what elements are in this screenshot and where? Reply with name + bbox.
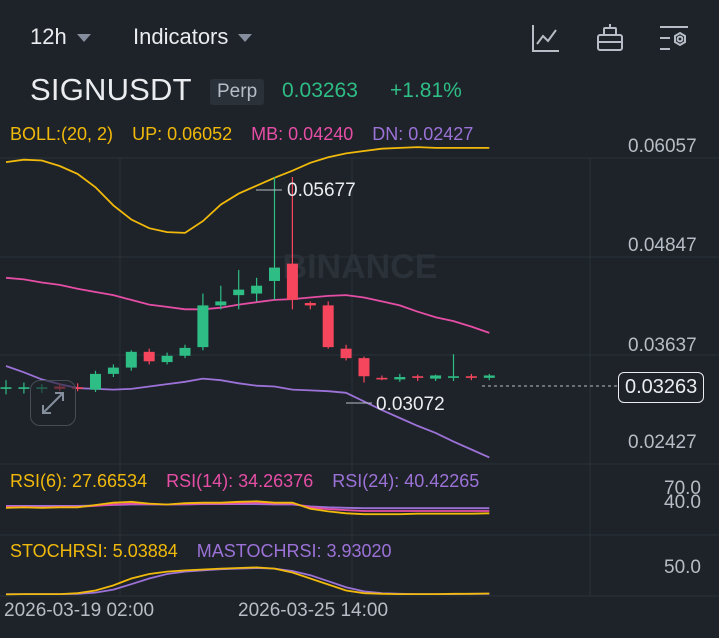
candle-body <box>197 305 209 348</box>
candle-body <box>251 285 263 294</box>
low-price-label: 0.03072 <box>376 394 445 415</box>
boll-upper-line <box>5 146 490 234</box>
candle-body <box>430 375 442 379</box>
rsi6-value: RSI(6): 27.66534 <box>10 471 148 491</box>
rsi14-value: RSI(14): 34.26376 <box>166 471 314 491</box>
candle-body <box>90 373 101 390</box>
candle-body <box>72 387 84 389</box>
candle-body <box>286 263 298 300</box>
settings-icon[interactable] <box>658 22 690 54</box>
price-axis-label: 0.02427 <box>628 432 697 453</box>
high-price-label: 0.05677 <box>287 180 356 201</box>
boll-legend: BOLL:(20, 2) UP: 0.06052 MB: 0.04240 DN:… <box>10 124 473 145</box>
candle-body <box>340 348 352 359</box>
candle-body <box>465 376 477 378</box>
candle-body <box>304 303 316 306</box>
interval-selector[interactable]: 12h <box>30 24 91 50</box>
time-axis-label: 2026-03-25 14:00 <box>238 600 389 621</box>
chevron-down-icon <box>238 34 253 42</box>
indicators-selector[interactable]: Indicators <box>133 24 253 50</box>
stochrsi-value: STOCHRSI: 5.03884 <box>10 541 178 561</box>
stochrsi-axis-label: 50.0 <box>664 557 701 578</box>
rsi-legend: RSI(6): 27.66534 RSI(14): 34.26376 RSI(2… <box>10 471 479 492</box>
symbol-name: SIGNUSDT <box>30 72 192 107</box>
stochrsi-legend: STOCHRSI: 5.03884 MASTOCHRSI: 3.93020 <box>10 541 392 562</box>
candle-body <box>412 376 424 378</box>
current-price-tag: 0.03263 <box>618 372 705 403</box>
expand-icon <box>42 392 64 414</box>
boll-middle-line <box>5 276 490 334</box>
rsi24-value: RSI(24): 40.42265 <box>332 471 480 491</box>
boll-dn-value: DN: 0.02427 <box>372 124 474 144</box>
mastochrsi-line <box>6 567 490 595</box>
candle-body <box>215 301 227 306</box>
candle-body <box>125 351 137 368</box>
boll-lower-line <box>5 365 490 459</box>
interval-label: 12h <box>30 24 67 49</box>
candle-body <box>143 351 155 362</box>
time-axis-label: 2026-03-19 02:00 <box>4 600 155 621</box>
mastochrsi-value: MASTOCHRSI: 3.93020 <box>196 541 392 561</box>
rsi6-line <box>5 500 490 516</box>
boll-mb-value: MB: 0.04240 <box>251 124 354 144</box>
candle-body <box>179 347 191 356</box>
boll-up-value: UP: 0.06052 <box>132 124 233 144</box>
candle-body <box>161 355 173 363</box>
price-axis-label: 0.03637 <box>628 335 697 356</box>
candle-body <box>0 387 12 389</box>
price-change: +1.81% <box>390 79 462 102</box>
candle-body <box>233 289 245 296</box>
candle-body <box>376 377 388 380</box>
candle-body <box>394 377 406 380</box>
fullscreen-button[interactable] <box>30 380 76 426</box>
last-price: 0.03263 <box>282 79 358 102</box>
price-axis-label: 0.04847 <box>628 235 697 256</box>
chart-style-icon[interactable] <box>594 22 626 54</box>
price-axis-label: 0.06057 <box>628 136 697 157</box>
candle-body <box>322 305 334 348</box>
candle-body <box>107 367 119 374</box>
candle-body <box>483 375 495 378</box>
contract-badge: Perp <box>210 79 265 105</box>
candle-body <box>358 358 370 377</box>
candle-body <box>448 376 459 378</box>
chart-line-icon[interactable] <box>530 22 562 54</box>
indicators-label: Indicators <box>133 24 229 49</box>
boll-params: BOLL:(20, 2) <box>10 124 114 144</box>
stochrsi-line <box>5 566 490 596</box>
watermark-text: BINANCE <box>283 248 438 286</box>
rsi-axis-label: 70.0 <box>664 478 701 499</box>
candle-body <box>269 267 280 281</box>
rsi-axis-label: 40.0 <box>664 492 701 513</box>
chevron-down-icon <box>76 34 91 42</box>
candle-body <box>18 387 30 389</box>
